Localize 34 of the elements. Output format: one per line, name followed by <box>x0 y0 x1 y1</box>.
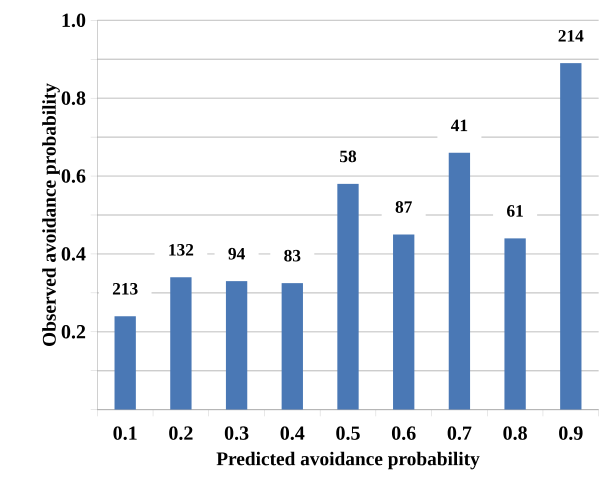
x-tick-label: 0.6 <box>392 426 416 440</box>
y-tick-label: 0.6 <box>62 169 86 183</box>
x-tick-label: 0.2 <box>169 426 193 440</box>
y-tick-label: 0.4 <box>62 247 86 261</box>
annotation: 83 <box>284 250 300 262</box>
x-tick-label: 0.5 <box>336 426 360 440</box>
annotation: 41 <box>450 120 468 132</box>
bar <box>448 152 470 410</box>
annotation: 61 <box>507 205 523 217</box>
y-tick-label: 0.8 <box>62 91 86 105</box>
y-tick-label: 1.0 <box>62 14 86 28</box>
bar <box>114 316 136 410</box>
y-tick-label: 0.2 <box>62 324 86 339</box>
annotation: 214 <box>558 30 584 42</box>
x-tick-label: 0.7 <box>448 426 472 440</box>
bar <box>337 184 359 410</box>
annotation: 58 <box>340 150 356 162</box>
annotation: 213 <box>112 282 138 295</box>
y-axis-title: Observed avoidance probability <box>42 83 60 346</box>
bar <box>282 283 303 410</box>
bar <box>393 234 414 410</box>
annotation: 132 <box>169 244 194 256</box>
x-tick-label: 0.1 <box>113 426 137 440</box>
x-axis-title: Predicted avoidance probability <box>216 452 480 470</box>
annotation: 87 <box>396 201 412 213</box>
bar <box>170 277 192 410</box>
bar <box>226 281 248 410</box>
x-tick-label: 0.8 <box>503 426 527 440</box>
bar <box>560 63 582 410</box>
annotation: 94 <box>228 248 245 260</box>
bar <box>504 238 526 410</box>
x-tick-label: 0.3 <box>224 426 248 440</box>
x-tick-label: 0.4 <box>280 426 304 440</box>
x-tick-label: 0.9 <box>559 426 583 440</box>
